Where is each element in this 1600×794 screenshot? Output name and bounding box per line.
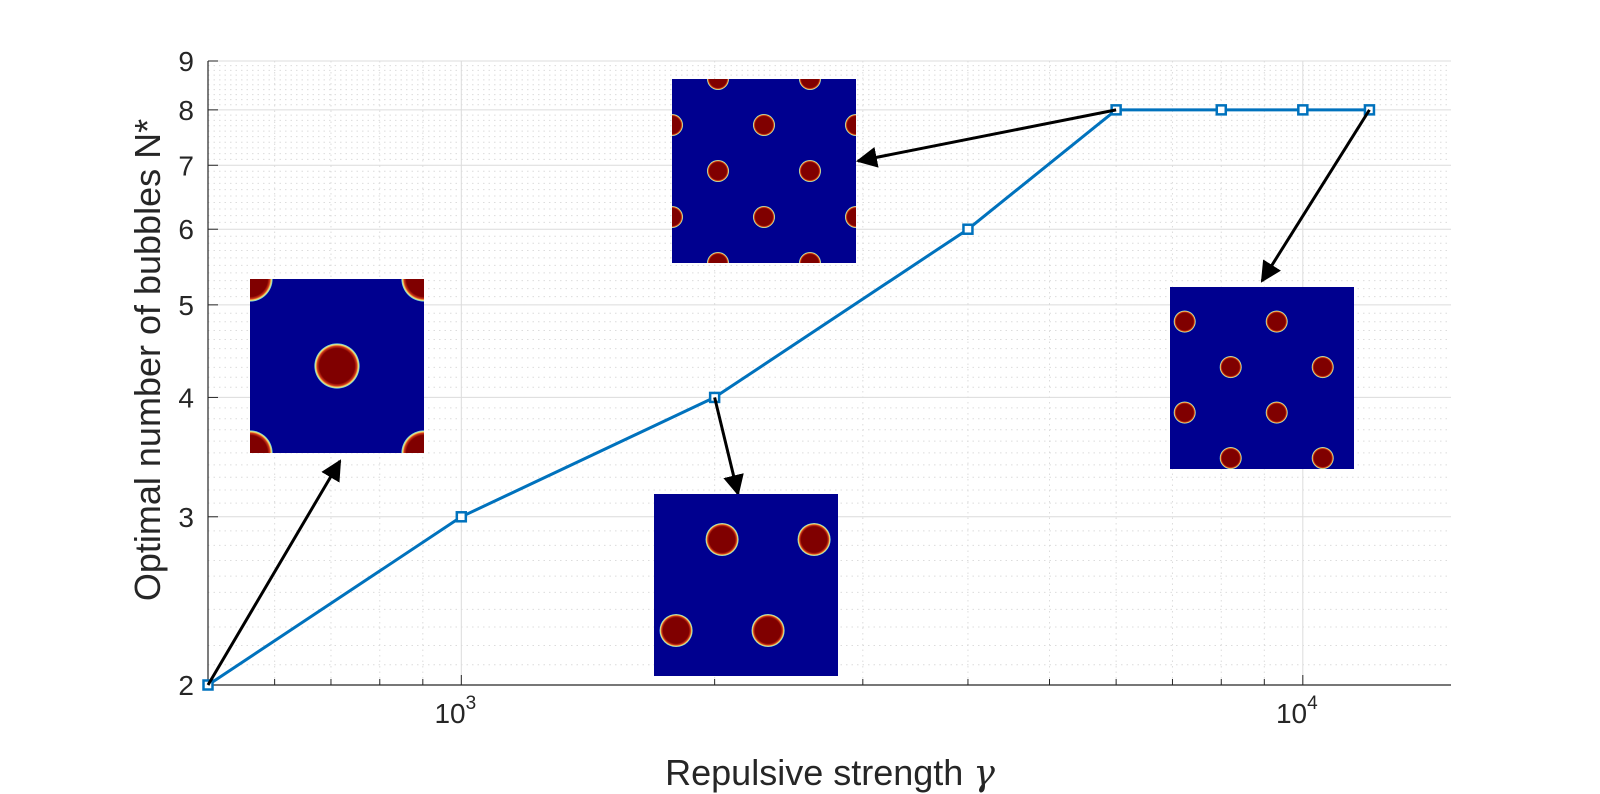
inset-arrow xyxy=(713,397,744,497)
y-tick-label: 7 xyxy=(178,150,194,181)
bubble xyxy=(798,79,822,91)
bubble xyxy=(314,343,360,389)
bubble xyxy=(844,205,856,229)
bubble xyxy=(751,613,785,648)
bubble xyxy=(1265,310,1288,333)
bubble xyxy=(1219,356,1242,379)
inset-snapshot xyxy=(672,79,856,263)
arrows-layer xyxy=(206,108,1371,686)
bubble xyxy=(752,113,776,137)
bubble xyxy=(706,251,730,263)
y-tick-label: 9 xyxy=(178,46,194,77)
inset-arrow xyxy=(206,459,342,686)
bubble xyxy=(752,205,776,229)
inset-background xyxy=(654,494,838,676)
y-tick-label: 3 xyxy=(178,502,194,533)
bubble xyxy=(401,279,424,302)
bubble xyxy=(706,79,730,91)
inset-background xyxy=(672,79,856,263)
y-axis-title: Optimal number of bubbles N* xyxy=(127,119,168,601)
data-point-marker xyxy=(1297,104,1309,116)
bubble xyxy=(1311,447,1334,469)
y-tick-label: 4 xyxy=(178,382,194,413)
y-tick-label: 6 xyxy=(178,214,194,245)
bubble xyxy=(844,113,856,137)
insets-layer xyxy=(250,79,1354,676)
inset-arrow xyxy=(1260,109,1371,283)
y-tick-label: 2 xyxy=(178,670,194,701)
inset-snapshot xyxy=(1170,287,1354,469)
x-tick-label: 104 xyxy=(1276,693,1318,729)
data-point-marker xyxy=(962,223,974,235)
bubble xyxy=(250,430,273,453)
inset-snapshot xyxy=(250,279,424,453)
series-line xyxy=(207,108,1370,687)
inset-background xyxy=(1170,287,1354,469)
x-tick-label: 103 xyxy=(434,693,476,729)
bubble xyxy=(1311,356,1334,379)
bubble xyxy=(1173,401,1196,424)
data-point-marker xyxy=(455,511,468,523)
y-tick-label: 5 xyxy=(178,290,194,321)
bubble xyxy=(672,113,684,137)
inset-arrow xyxy=(855,108,1117,168)
x-tick-labels: 103 104 xyxy=(434,693,1318,729)
bubble xyxy=(1173,310,1196,333)
y-tick-labels: 2 3 4 5 6 7 8 9 xyxy=(178,46,194,701)
bubble xyxy=(250,279,273,302)
bubble xyxy=(706,159,730,183)
data-point-marker xyxy=(1215,104,1228,116)
bubble xyxy=(1265,401,1288,424)
bubble xyxy=(1219,447,1242,469)
y-tick-label: 8 xyxy=(178,95,194,126)
bubble xyxy=(705,522,739,557)
bubble xyxy=(401,430,424,453)
x-axis-title: Repulsive strength γ xyxy=(665,752,995,794)
bubble xyxy=(798,159,822,183)
bubble xyxy=(797,522,831,557)
bubble xyxy=(672,205,684,229)
inset-snapshot xyxy=(654,494,838,676)
bubble xyxy=(659,613,693,648)
bubble xyxy=(798,251,822,263)
